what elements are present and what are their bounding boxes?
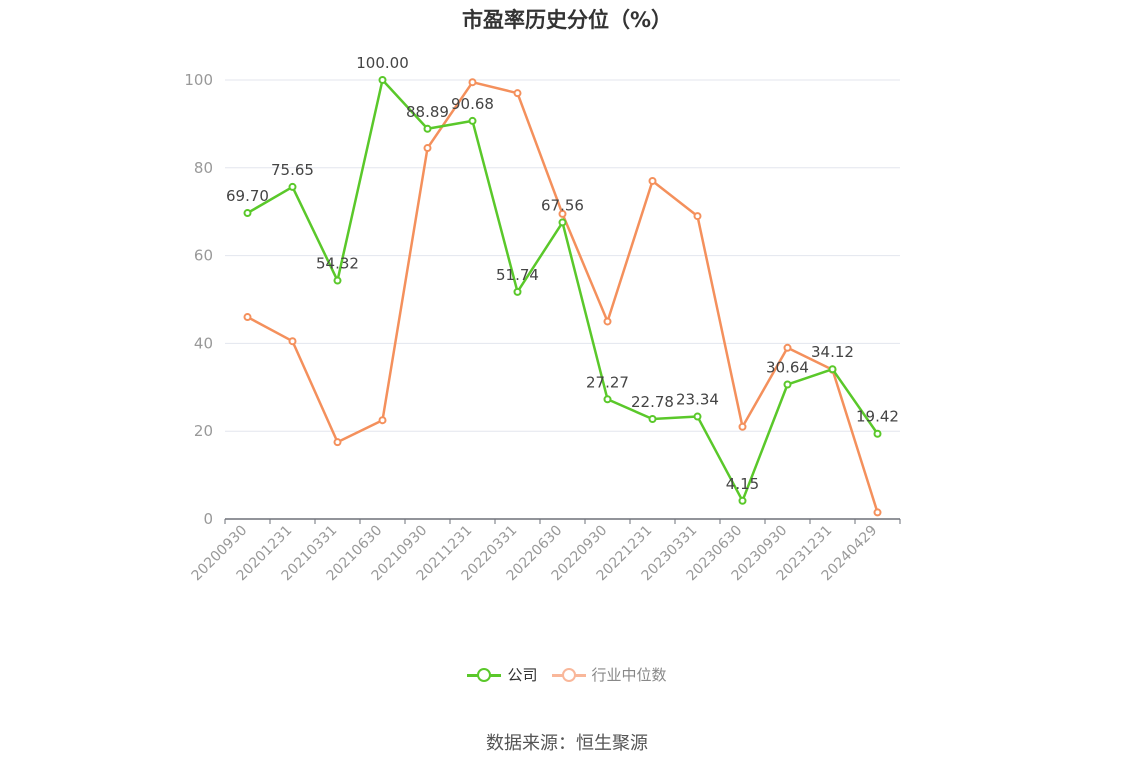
company-data-label: 75.65 (271, 161, 314, 179)
industry-median-data-point (783, 343, 792, 352)
industry-median-data-point (423, 144, 432, 153)
company-data-label: 4.15 (726, 475, 759, 493)
legend-item-company[interactable]: 公司 (467, 664, 538, 685)
company-data-label: 100.00 (356, 54, 409, 72)
y-tick-label: 100 (184, 71, 213, 89)
company-data-point (468, 116, 477, 125)
company-data-label: 67.56 (541, 196, 584, 214)
company-data-point (783, 380, 792, 389)
company-data-label: 34.12 (811, 343, 854, 361)
company-data-point (828, 365, 837, 374)
company-data-point (288, 182, 297, 191)
industry-median-data-point (333, 438, 342, 447)
company-data-point (873, 429, 882, 438)
data-source: 数据来源：恒生聚源 (486, 733, 648, 754)
company-data-label: 88.89 (406, 103, 449, 121)
legend-company-marker-icon (467, 667, 502, 682)
company-data-point (378, 76, 387, 84)
company-data-point (333, 276, 342, 285)
y-tick-label: 0 (203, 510, 213, 528)
company-data-point (738, 496, 747, 505)
y-tick-label: 80 (194, 159, 213, 177)
legend-company-label: 公司 (507, 666, 538, 684)
industry-median-data-point (693, 212, 702, 221)
company-data-label: 27.27 (586, 373, 629, 391)
series-lines (243, 76, 882, 517)
company-data-label: 23.34 (676, 391, 719, 409)
industry-median-data-point (648, 176, 657, 185)
company-data-point (513, 287, 522, 296)
company-data-point (423, 124, 432, 133)
company-data-point (648, 414, 657, 423)
company-series-line (246, 78, 879, 503)
industry-median-data-point (558, 209, 567, 218)
legend: 公司 行业中位数 (0, 664, 1134, 685)
y-tick-label: 60 (194, 247, 213, 265)
industry-median-data-point (873, 508, 882, 517)
chart-title: 市盈率历史分位（%） (461, 8, 673, 32)
company-data-point (603, 395, 612, 404)
company-data-label: 54.32 (316, 255, 359, 273)
company-data-point (558, 218, 567, 227)
legend-item-industry-median[interactable]: 行业中位数 (551, 664, 667, 685)
company-data-point (693, 412, 702, 421)
industry-median-data-point (603, 317, 612, 326)
industry-median-data-point (738, 422, 747, 431)
company-data-label: 69.70 (226, 187, 269, 205)
industry-median-data-point (468, 78, 477, 87)
industry-median-data-point (243, 313, 252, 322)
company-data-label: 22.78 (631, 393, 674, 411)
industry-median-series-line (246, 80, 879, 513)
industry-median-data-point (513, 89, 522, 98)
axes: 0204060801002020093020201231202103312021… (184, 71, 901, 584)
legend-industry-label: 行业中位数 (591, 666, 667, 684)
legend-industry-marker-icon (551, 667, 586, 682)
y-tick-label: 40 (194, 334, 213, 352)
industry-median-data-point (288, 337, 297, 346)
company-data-label: 30.64 (766, 358, 809, 376)
company-data-label: 19.42 (856, 408, 899, 426)
industry-median-data-point (378, 416, 387, 425)
company-data-label: 90.68 (451, 95, 494, 113)
grid-lines (225, 79, 900, 432)
company-data-point (243, 209, 252, 218)
y-tick-label: 20 (194, 422, 213, 440)
company-data-label: 51.74 (496, 266, 539, 284)
